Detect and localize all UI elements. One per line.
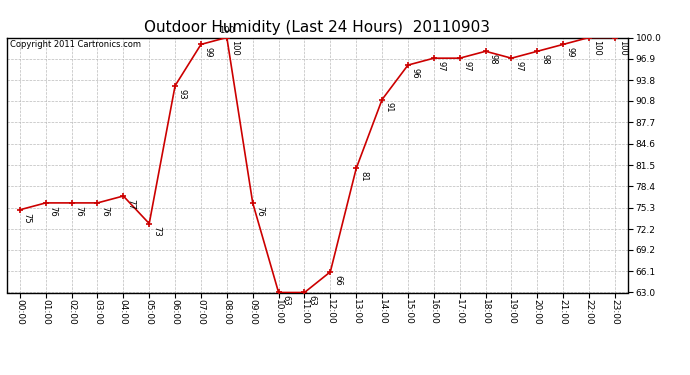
Text: 66: 66 bbox=[333, 274, 342, 285]
Text: Copyright 2011 Cartronics.com: Copyright 2011 Cartronics.com bbox=[10, 40, 141, 49]
Text: 93: 93 bbox=[178, 88, 187, 99]
Text: 63: 63 bbox=[282, 295, 290, 306]
Text: 76: 76 bbox=[100, 206, 109, 216]
Text: 77: 77 bbox=[126, 199, 135, 210]
Text: 76: 76 bbox=[75, 206, 83, 216]
Text: 99: 99 bbox=[204, 47, 213, 58]
Text: 97: 97 bbox=[462, 61, 471, 72]
Text: 63: 63 bbox=[307, 295, 316, 306]
Text: 98: 98 bbox=[540, 54, 549, 64]
Text: 76: 76 bbox=[48, 206, 57, 216]
Text: 100: 100 bbox=[230, 40, 239, 56]
Text: 73: 73 bbox=[152, 226, 161, 237]
Text: 100: 100 bbox=[219, 26, 235, 35]
Text: 97: 97 bbox=[514, 61, 523, 72]
Text: 81: 81 bbox=[359, 171, 368, 182]
Text: 96: 96 bbox=[411, 68, 420, 78]
Text: 91: 91 bbox=[385, 102, 394, 113]
Text: 97: 97 bbox=[437, 61, 446, 72]
Text: 76: 76 bbox=[255, 206, 264, 216]
Text: 98: 98 bbox=[489, 54, 497, 64]
Title: Outdoor Humidity (Last 24 Hours)  20110903: Outdoor Humidity (Last 24 Hours) 2011090… bbox=[144, 20, 491, 35]
Text: 75: 75 bbox=[23, 213, 32, 223]
Text: 100: 100 bbox=[592, 40, 601, 56]
Text: 100: 100 bbox=[618, 40, 627, 56]
Text: 99: 99 bbox=[566, 47, 575, 58]
